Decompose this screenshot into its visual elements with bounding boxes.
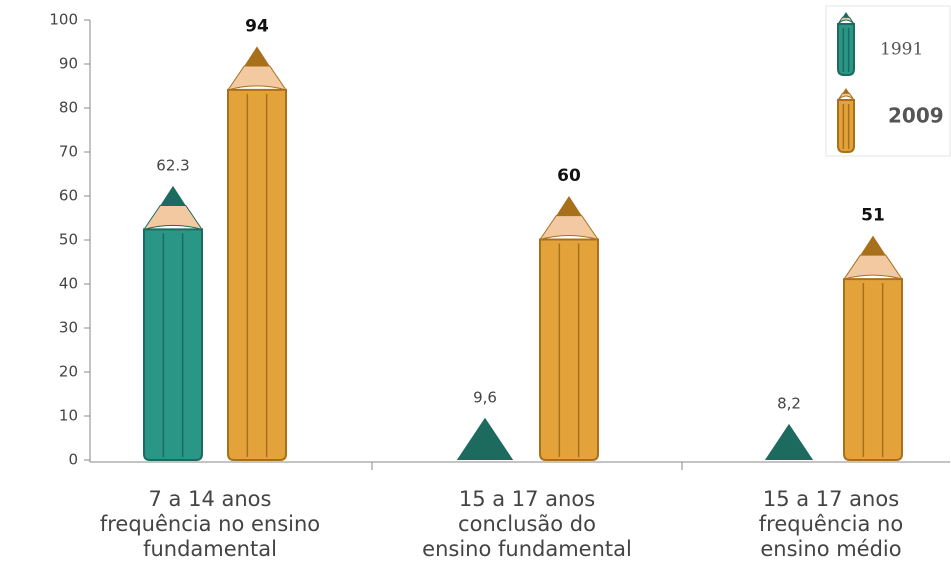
- value-label: 60: [557, 166, 581, 186]
- pencil-body: [844, 279, 902, 460]
- y-tick-label: 100: [49, 11, 78, 29]
- pencil-tip: [457, 418, 513, 460]
- pencil-bar: [765, 424, 813, 460]
- pencil-body: [838, 100, 854, 152]
- pencil-wood: [540, 216, 598, 240]
- x-tick-label: 15 a 17 anos: [459, 487, 595, 511]
- x-tick-label: fundamental: [143, 537, 277, 561]
- x-tick-label: frequência no: [759, 512, 903, 536]
- y-tick-label: 10: [59, 407, 78, 425]
- x-tick-label: frequência no ensino: [100, 512, 320, 536]
- value-label: 8,2: [777, 394, 801, 412]
- page: 01020304050607080901007 a 14 anosfrequên…: [0, 0, 951, 579]
- pencil-bar: [844, 236, 902, 460]
- pencil-wood: [144, 205, 202, 229]
- legend-icon: [838, 12, 854, 75]
- legend-icon: [838, 88, 854, 152]
- value-label: 94: [245, 16, 269, 36]
- legend-label: 1991: [880, 40, 923, 60]
- y-tick-label: 50: [59, 231, 78, 249]
- pencil-bar: [457, 418, 513, 460]
- value-label: 51: [861, 206, 885, 226]
- pencil-lead: [556, 196, 582, 216]
- legend-label: 2009: [888, 104, 944, 128]
- pencil-bar: [144, 186, 202, 460]
- pencil-wood: [228, 66, 286, 90]
- y-tick-label: 90: [59, 55, 78, 73]
- y-tick-label: 40: [59, 275, 78, 293]
- pencil-lead: [160, 186, 186, 206]
- pencil-body: [838, 24, 854, 75]
- value-label: 9,6: [473, 388, 497, 406]
- x-tick-label: 7 a 14 anos: [149, 487, 272, 511]
- y-tick-label: 30: [59, 319, 78, 337]
- x-tick-label: ensino fundamental: [422, 537, 632, 561]
- value-label: 62.3: [156, 156, 189, 174]
- pencil-bar: [540, 196, 598, 460]
- pencil-body: [540, 240, 598, 461]
- x-tick-label: conclusão do: [458, 512, 596, 536]
- y-tick-label: 60: [59, 187, 78, 205]
- pencil-wood: [844, 255, 902, 279]
- pencil-lead: [842, 88, 849, 93]
- pencil-body: [228, 90, 286, 460]
- pencil-lead: [244, 46, 270, 66]
- x-tick-label: ensino médio: [760, 537, 901, 561]
- pencil-lead: [860, 236, 886, 256]
- y-tick-label: 70: [59, 143, 78, 161]
- chart: 01020304050607080901007 a 14 anosfrequên…: [0, 0, 951, 579]
- pencil-lead: [842, 12, 849, 17]
- pencil-tip: [765, 424, 813, 460]
- x-tick-label: 15 a 17 anos: [763, 487, 899, 511]
- y-tick-label: 80: [59, 99, 78, 117]
- y-tick-label: 0: [68, 451, 78, 469]
- pencil-body: [144, 229, 202, 460]
- pencil-bar: [228, 46, 286, 460]
- y-tick-label: 20: [59, 363, 78, 381]
